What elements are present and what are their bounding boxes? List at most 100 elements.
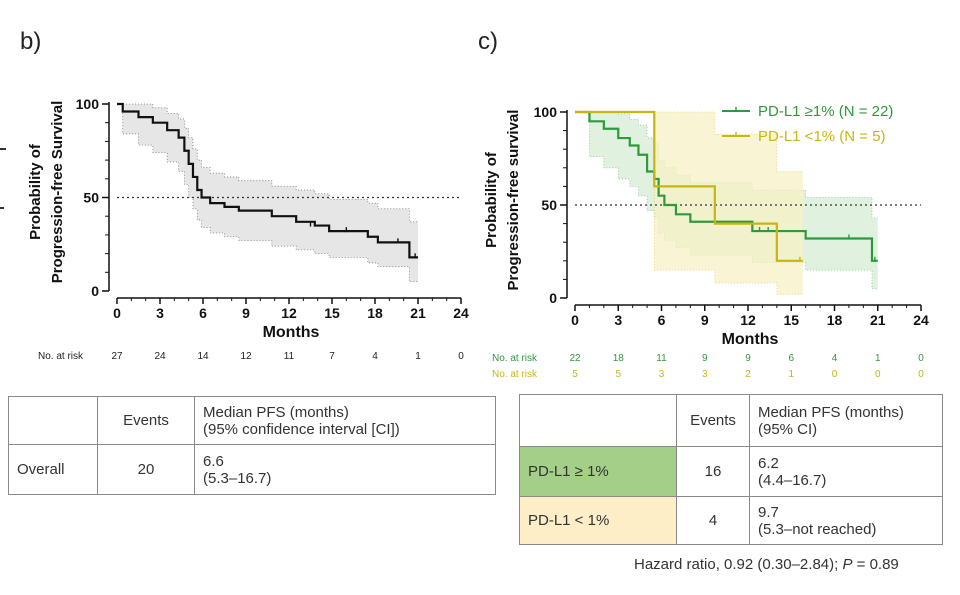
- table-b-median-ci: (5.3–16.7): [203, 469, 272, 487]
- table-b-header-median: Median PFS (months) (95% confidence inte…: [194, 396, 496, 445]
- x-tick-label: 3: [156, 305, 164, 321]
- x-tick-label: 0: [571, 312, 579, 328]
- x-tick-label: 24: [453, 305, 469, 321]
- table-b-header-median-line1: Median PFS (months): [203, 403, 349, 421]
- x-tick-label: 15: [324, 305, 340, 321]
- edge-fragment: [0, 207, 4, 209]
- table-c-header-empty: [519, 394, 677, 447]
- at-risk-value: 1: [415, 351, 421, 362]
- x-tick-label: 9: [242, 305, 250, 321]
- at-risk-value: 11: [656, 353, 667, 364]
- results-table-b: Events Median PFS (months) (95% confiden…: [8, 396, 496, 495]
- y-axis-label-line1: Probability of: [27, 143, 44, 240]
- x-tick-label: 9: [701, 312, 709, 328]
- x-tick-label: 21: [410, 305, 426, 321]
- hazard-ratio-note: Hazard ratio, 0.92 (0.30–2.84); P = 0.89: [634, 556, 899, 573]
- table-row: PD-L1 < 1% 4 9.7 (5.3–not reached): [519, 496, 943, 545]
- survival-curve-0: [575, 110, 878, 262]
- x-tick-label: 18: [367, 305, 383, 321]
- at-risk-value: 4: [832, 353, 838, 364]
- table-b-row-median: 6.6 (5.3–16.7): [194, 444, 496, 495]
- confidence-upper-1: [575, 111, 803, 172]
- x-axis-label: Months: [722, 331, 779, 348]
- at-risk-label: No. at risk: [38, 351, 84, 362]
- x-tick-label: 6: [199, 305, 207, 321]
- at-risk-value: 7: [329, 351, 335, 362]
- x-tick-label: 6: [658, 312, 666, 328]
- x-tick-label: 24: [913, 312, 929, 328]
- table-c-median-value: 6.2: [758, 454, 779, 472]
- table-c-row-label-pdl1-high: PD-L1 ≥ 1%: [519, 446, 677, 497]
- at-risk-value: 2: [745, 369, 751, 380]
- y-axis-label-line2: Progression-free survival: [505, 110, 522, 291]
- at-risk-value: 11: [284, 351, 295, 362]
- x-tick-label: 12: [281, 305, 297, 321]
- confidence-upper-0: [117, 103, 418, 223]
- at-risk-value: 9: [702, 353, 708, 364]
- at-risk-value: 18: [613, 353, 625, 364]
- table-b-header-median-line2: (95% confidence interval [CI]): [203, 420, 400, 438]
- y-axis-label-line1: Probability of: [483, 151, 500, 248]
- edge-fragment: [0, 148, 6, 150]
- table-b-row-events: 20: [97, 444, 195, 495]
- x-tick-label: 12: [740, 312, 756, 328]
- x-tick-label: 18: [827, 312, 843, 328]
- table-row: PD-L1 ≥ 1% 16 6.2 (4.4–16.7): [519, 446, 943, 497]
- y-tick-label: 100: [76, 96, 100, 112]
- confidence-lower-0: [117, 103, 418, 283]
- at-risk-value: 9: [745, 353, 751, 364]
- confidence-band-1: [575, 112, 803, 295]
- hazard-ratio-text: Hazard ratio, 0.92 (0.30–2.84);: [634, 556, 843, 573]
- table-b-row-label: Overall: [8, 444, 98, 495]
- table-c-row-events-pdl1-low: 4: [676, 496, 750, 545]
- table-c-row-median-pdl1-low: 9.7 (5.3–not reached): [749, 496, 943, 545]
- hazard-ratio-p-value: = 0.89: [852, 556, 899, 573]
- legend-label-1: PD-L1 <1% (N = 5): [758, 128, 886, 145]
- confidence-band-0: [117, 104, 418, 282]
- results-table-c: Events Median PFS (months) (95% CI) PD-L…: [519, 394, 943, 545]
- table-c-row-median-pdl1-high: 6.2 (4.4–16.7): [749, 446, 943, 497]
- at-risk-label: No. at risk: [492, 369, 538, 380]
- y-tick-label: 50: [83, 190, 99, 206]
- at-risk-value: 3: [659, 369, 665, 380]
- at-risk-value: 0: [458, 351, 464, 362]
- x-tick-label: 21: [870, 312, 886, 328]
- at-risk-value: 5: [572, 369, 578, 380]
- at-risk-value: 22: [569, 353, 581, 364]
- at-risk-value: 1: [875, 353, 881, 364]
- table-c-header-events: Events: [676, 394, 750, 447]
- table-b-median-value: 6.6: [203, 452, 224, 470]
- at-risk-value: 14: [197, 351, 209, 362]
- table-c-header-median-line2: (95% CI): [758, 420, 818, 438]
- at-risk-value: 12: [240, 351, 252, 362]
- x-tick-label: 3: [614, 312, 622, 328]
- table-c-header-median-line1: Median PFS (months): [758, 403, 904, 421]
- at-risk-value: 1: [788, 369, 794, 380]
- y-axis-label-line2: Progression-free Survival: [49, 101, 66, 284]
- survival-curve-0: [117, 102, 418, 259]
- table-c-median-ci: (4.4–16.7): [758, 471, 827, 489]
- x-tick-label: 0: [113, 305, 121, 321]
- table-b-header-events: Events: [97, 396, 195, 445]
- at-risk-value: 27: [111, 351, 123, 362]
- panel-b-label: b): [20, 28, 42, 55]
- x-axis-label: Months: [263, 324, 320, 341]
- at-risk-value: 5: [615, 369, 621, 380]
- legend-label-0: PD-L1 ≥1% (N = 22): [758, 103, 893, 120]
- y-tick-label: 50: [541, 197, 557, 213]
- at-risk-value: 3: [702, 369, 708, 380]
- table-c-header-median: Median PFS (months) (95% CI): [749, 394, 943, 447]
- table-c-row-events-pdl1-high: 16: [676, 446, 750, 497]
- at-risk-value: 4: [372, 351, 378, 362]
- y-tick-label: 0: [91, 283, 99, 299]
- at-risk-value: 0: [875, 369, 881, 380]
- hazard-ratio-p-symbol: P: [842, 556, 853, 573]
- y-tick-label: 0: [549, 290, 557, 306]
- at-risk-value: 0: [832, 369, 838, 380]
- survival-curve-1: [575, 110, 803, 262]
- at-risk-value: 6: [788, 353, 794, 364]
- table-row: Overall 20 6.6 (5.3–16.7): [8, 444, 496, 495]
- at-risk-label: No. at risk: [492, 353, 538, 364]
